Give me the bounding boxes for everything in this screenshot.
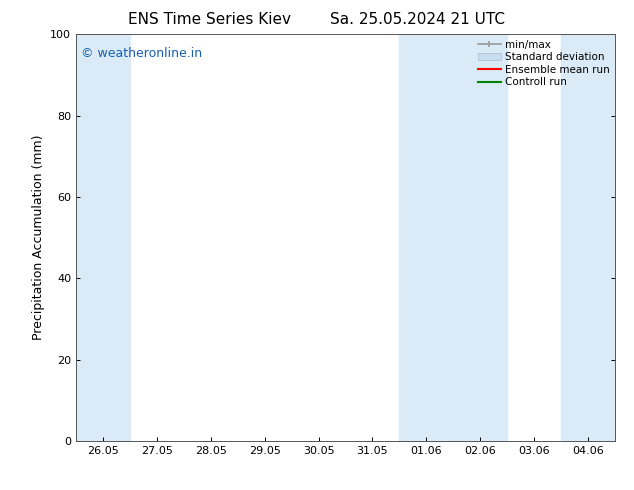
Bar <box>399 34 507 441</box>
Bar <box>561 34 615 441</box>
Legend: min/max, Standard deviation, Ensemble mean run, Controll run: min/max, Standard deviation, Ensemble me… <box>475 36 613 91</box>
Y-axis label: Precipitation Accumulation (mm): Precipitation Accumulation (mm) <box>32 135 44 341</box>
Text: © weatheronline.in: © weatheronline.in <box>81 47 203 59</box>
Text: ENS Time Series Kiev        Sa. 25.05.2024 21 UTC: ENS Time Series Kiev Sa. 25.05.2024 21 U… <box>129 12 505 27</box>
Bar <box>76 34 130 441</box>
